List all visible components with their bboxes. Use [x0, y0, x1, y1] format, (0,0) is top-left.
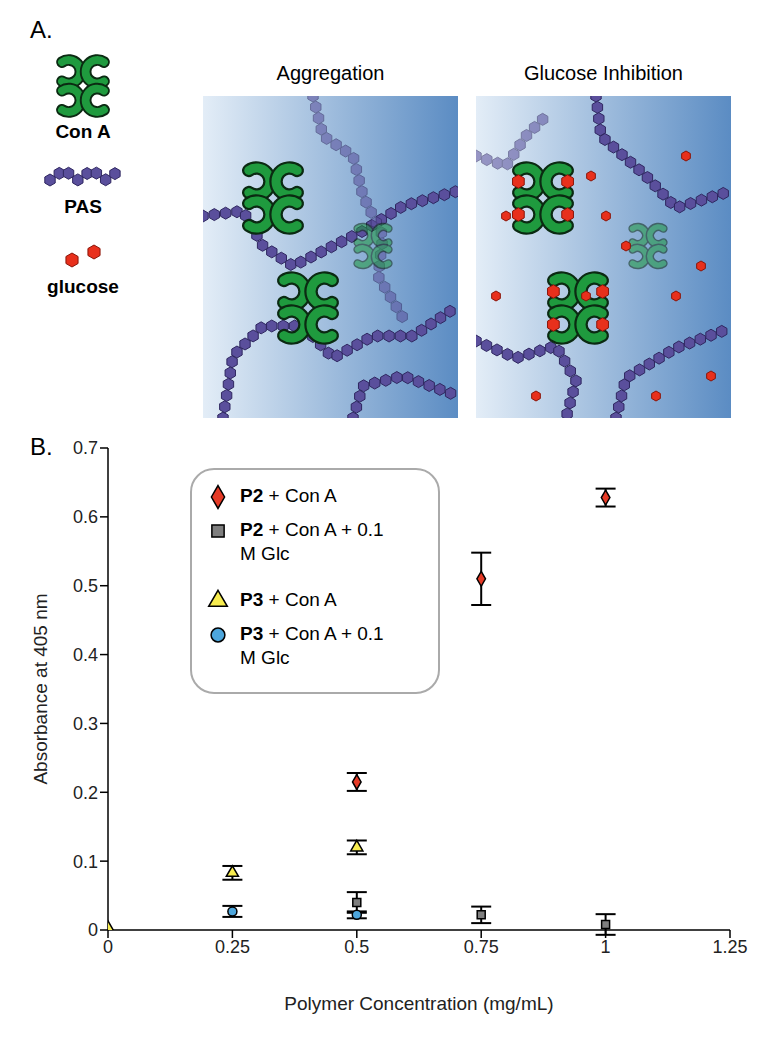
svg-text:0.1: 0.1: [73, 852, 98, 872]
html-text:P3 + Con A + 0.1 M Glc: P3 + Con A + 0.1 M Glc: [240, 623, 384, 668]
html-text:P2 + Con A + 0.1 M Glc: P2 + Con A + 0.1 M Glc: [240, 519, 384, 564]
svg-text:0.2: 0.2: [73, 783, 98, 803]
svg-text:0.25: 0.25: [215, 937, 250, 957]
html-text:P2 + Con A: P2 + Con A: [240, 485, 337, 506]
svg-text:0.4: 0.4: [73, 645, 98, 665]
svg-text:0.5: 0.5: [344, 937, 369, 957]
svg-text:Polymer Concentration (mg/mL): Polymer Concentration (mg/mL): [284, 993, 553, 1014]
svg-text:0.6: 0.6: [73, 507, 98, 527]
svg-text:0: 0: [103, 937, 113, 957]
svg-text:glucose: glucose: [47, 276, 119, 297]
html-text:P3 + Con A: P3 + Con A: [240, 589, 337, 610]
svg-text:0.75: 0.75: [464, 937, 499, 957]
svg-text:1: 1: [601, 937, 611, 957]
svg-text:0.5: 0.5: [73, 576, 98, 596]
svg-text:1.25: 1.25: [712, 937, 747, 957]
svg-text:A.: A.: [30, 16, 53, 43]
svg-text:0: 0: [88, 920, 98, 940]
svg-text:Aggregation: Aggregation: [277, 62, 385, 84]
svg-text:Absorbance at 405 nm: Absorbance at 405 nm: [30, 593, 51, 784]
html-text:B.: B.: [30, 433, 53, 460]
svg-text:0.7: 0.7: [73, 438, 98, 458]
svg-text:0.3: 0.3: [73, 714, 98, 734]
svg-text:Con A: Con A: [55, 121, 111, 142]
svg-text:PAS: PAS: [64, 196, 102, 217]
svg-text:Glucose Inhibition: Glucose Inhibition: [524, 62, 683, 84]
